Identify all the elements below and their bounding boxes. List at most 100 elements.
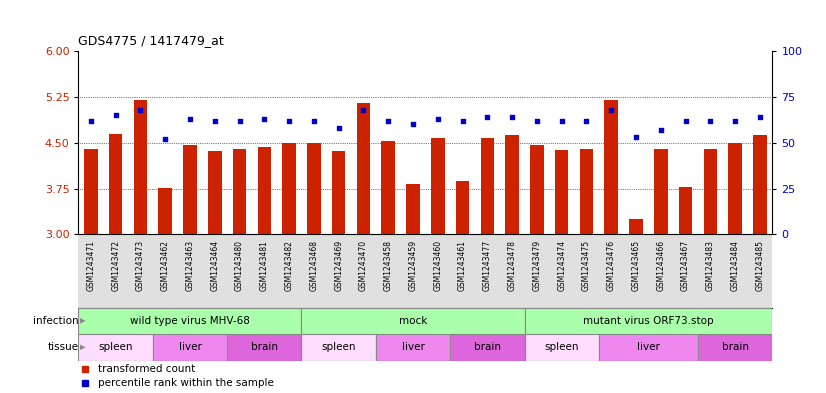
- Text: GSM1243478: GSM1243478: [508, 240, 516, 291]
- Text: liver: liver: [637, 342, 660, 353]
- Bar: [301, 334, 376, 360]
- Text: GSM1243480: GSM1243480: [235, 240, 244, 291]
- Bar: [159, 188, 172, 234]
- Text: tissue: tissue: [47, 342, 78, 353]
- Bar: [506, 135, 519, 234]
- Point: [580, 118, 593, 124]
- Bar: [481, 138, 494, 234]
- Bar: [78, 334, 153, 360]
- Text: brain: brain: [251, 342, 278, 353]
- Text: GSM1243470: GSM1243470: [359, 240, 368, 291]
- Point: [233, 118, 246, 124]
- Bar: [530, 145, 544, 234]
- Text: infection: infection: [33, 316, 78, 326]
- Bar: [84, 149, 97, 234]
- Text: liver: liver: [178, 342, 202, 353]
- Bar: [153, 334, 227, 360]
- Text: GSM1243473: GSM1243473: [136, 240, 145, 291]
- Point: [506, 114, 519, 120]
- Point: [555, 118, 568, 124]
- Bar: [525, 334, 599, 360]
- Text: wild type virus MHV-68: wild type virus MHV-68: [130, 316, 250, 326]
- Point: [134, 107, 147, 113]
- Point: [481, 114, 494, 120]
- Text: GSM1243461: GSM1243461: [458, 240, 467, 291]
- Text: GSM1243481: GSM1243481: [260, 240, 268, 291]
- Bar: [376, 334, 450, 360]
- Bar: [431, 138, 444, 234]
- Point: [431, 116, 444, 122]
- Text: GSM1243459: GSM1243459: [409, 240, 417, 291]
- Bar: [605, 100, 618, 234]
- Text: GSM1243466: GSM1243466: [657, 240, 665, 291]
- Point: [307, 118, 320, 124]
- Bar: [134, 100, 147, 234]
- Text: GSM1243472: GSM1243472: [112, 240, 120, 291]
- Bar: [450, 334, 525, 360]
- Point: [654, 127, 667, 133]
- Point: [208, 118, 221, 124]
- Point: [258, 116, 271, 122]
- Point: [109, 112, 122, 118]
- Bar: [307, 143, 320, 234]
- Bar: [183, 145, 197, 234]
- Text: GSM1243476: GSM1243476: [607, 240, 615, 291]
- Text: mutant virus ORF73.stop: mutant virus ORF73.stop: [583, 316, 714, 326]
- Text: GSM1243484: GSM1243484: [731, 240, 739, 291]
- Text: GSM1243467: GSM1243467: [681, 240, 690, 291]
- Text: GSM1243463: GSM1243463: [186, 240, 194, 291]
- Bar: [525, 308, 772, 334]
- Text: brain: brain: [474, 342, 501, 353]
- Text: GSM1243475: GSM1243475: [582, 240, 591, 291]
- Bar: [357, 103, 370, 234]
- Text: GSM1243460: GSM1243460: [434, 240, 442, 291]
- Bar: [282, 143, 296, 234]
- Text: percentile rank within the sample: percentile rank within the sample: [98, 378, 273, 388]
- Point: [530, 118, 544, 124]
- Text: GSM1243468: GSM1243468: [310, 240, 318, 291]
- Point: [456, 118, 469, 124]
- Text: GSM1243483: GSM1243483: [706, 240, 714, 291]
- Bar: [698, 334, 772, 360]
- Text: GSM1243485: GSM1243485: [756, 240, 764, 291]
- Bar: [227, 334, 301, 360]
- Point: [282, 118, 296, 124]
- Point: [84, 118, 97, 124]
- Bar: [704, 149, 717, 234]
- Bar: [406, 184, 420, 234]
- Text: brain: brain: [722, 342, 748, 353]
- Bar: [629, 219, 643, 234]
- Text: GSM1243465: GSM1243465: [632, 240, 640, 291]
- Bar: [78, 308, 301, 334]
- Bar: [258, 147, 271, 234]
- Text: GSM1243471: GSM1243471: [87, 240, 95, 291]
- Bar: [753, 135, 767, 234]
- Point: [332, 125, 345, 131]
- Bar: [729, 143, 742, 234]
- Point: [753, 114, 767, 120]
- Point: [406, 121, 420, 128]
- Text: spleen: spleen: [321, 342, 356, 353]
- Bar: [456, 181, 469, 234]
- Bar: [382, 141, 395, 234]
- Bar: [301, 308, 525, 334]
- Point: [704, 118, 717, 124]
- Bar: [580, 149, 593, 234]
- Point: [357, 107, 370, 113]
- Point: [679, 118, 692, 124]
- Text: GSM1243474: GSM1243474: [558, 240, 566, 291]
- Bar: [109, 134, 122, 234]
- Text: GSM1243464: GSM1243464: [211, 240, 219, 291]
- Point: [382, 118, 395, 124]
- Text: spleen: spleen: [544, 342, 579, 353]
- Text: GSM1243482: GSM1243482: [285, 240, 293, 291]
- Bar: [233, 149, 246, 234]
- Point: [183, 116, 197, 122]
- Bar: [654, 149, 667, 234]
- Text: liver: liver: [401, 342, 425, 353]
- Bar: [208, 151, 221, 234]
- Text: mock: mock: [399, 316, 427, 326]
- Text: spleen: spleen: [98, 342, 133, 353]
- Text: GSM1243477: GSM1243477: [483, 240, 491, 291]
- Text: transformed count: transformed count: [98, 364, 195, 374]
